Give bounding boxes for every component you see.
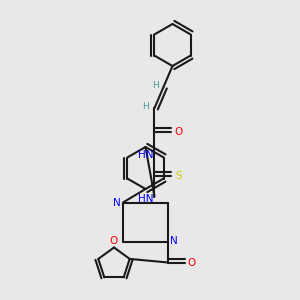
- Text: HN: HN: [138, 194, 153, 204]
- Text: N: N: [170, 236, 178, 247]
- Text: O: O: [188, 257, 196, 268]
- Text: O: O: [174, 127, 183, 137]
- Text: HN: HN: [138, 150, 153, 161]
- Text: S: S: [175, 170, 182, 181]
- Text: O: O: [110, 236, 118, 247]
- Text: H: H: [153, 81, 159, 90]
- Text: N: N: [113, 197, 121, 208]
- Text: H: H: [142, 102, 149, 111]
